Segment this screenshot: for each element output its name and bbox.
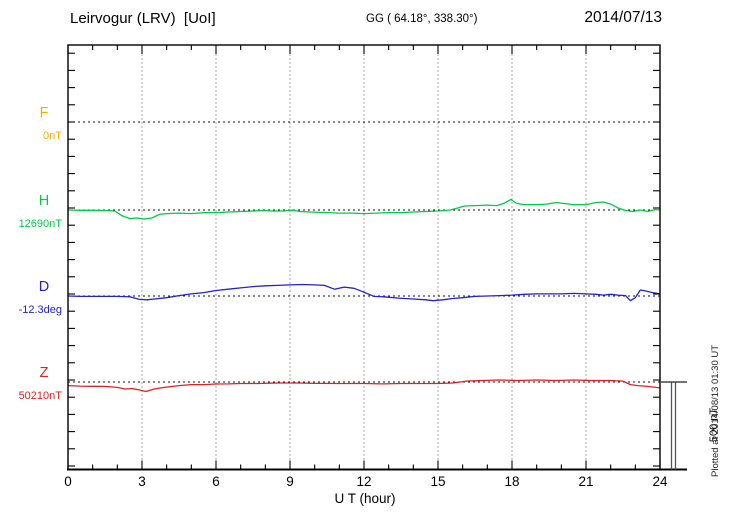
channel-f-label: F — [39, 105, 49, 121]
channel-h-label: H — [38, 193, 50, 209]
channel-f-baseline-value: 0nT — [43, 130, 62, 142]
channel-d-baseline-value: -12.3deg — [18, 304, 62, 316]
vertical-gridlines — [141, 46, 587, 468]
geographic-coordinates: GG ( 64.18°, 338.30°) — [366, 13, 478, 25]
channel-baselines — [68, 121, 660, 383]
x-tick-label: 12 — [356, 474, 372, 489]
x-tick-label: 0 — [64, 474, 72, 489]
plot-date: 2014/07/13 — [584, 9, 662, 26]
x-tick-label: 24 — [652, 474, 668, 489]
trace-h — [67, 198, 661, 220]
x-tick-label: 21 — [578, 474, 594, 489]
x-axis-title: U T (hour) — [334, 491, 396, 506]
axis-ticks — [67, 45, 661, 470]
x-tick-label: 18 — [504, 474, 520, 489]
x-tick-label: 9 — [286, 474, 294, 489]
scale-bar-labels: 500 nT 2.0 deg — [682, 380, 720, 470]
plotted-at-note: Plotted at 2014/08/13 01:30 UT — [710, 344, 721, 477]
trace-d — [67, 283, 661, 302]
x-tick-label: 6 — [212, 474, 220, 489]
scale-bar — [661, 381, 687, 470]
channel-z-label: Z — [39, 365, 49, 381]
x-tick-label: 15 — [430, 474, 446, 489]
plot-border — [67, 44, 661, 471]
station-title: Leirvogur (LRV) [UoI] — [70, 10, 216, 27]
channel-d-label: D — [38, 279, 50, 295]
channel-z-baseline-value: 50210nT — [18, 390, 62, 402]
x-tick-label: 3 — [138, 474, 146, 489]
channel-h-baseline-value: 12690nT — [18, 218, 62, 230]
trace-z — [67, 379, 661, 393]
